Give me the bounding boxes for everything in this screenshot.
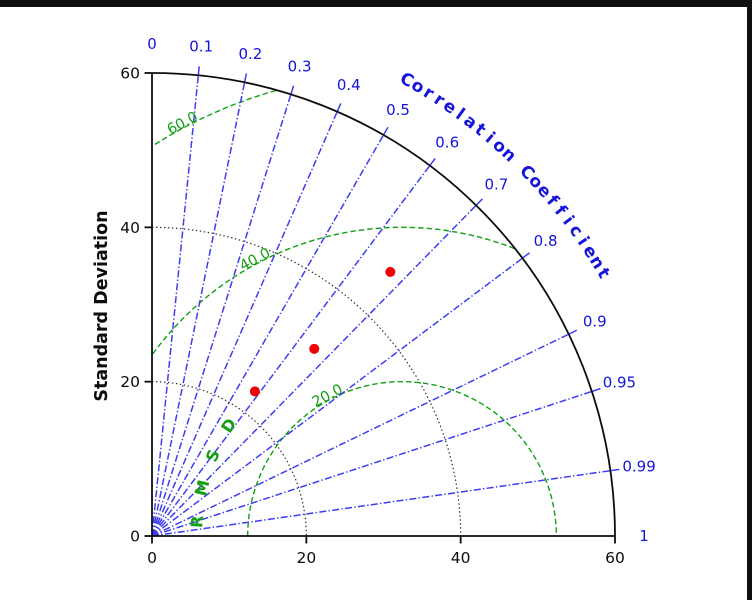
corr-tick-label-0.3: 0.3	[288, 58, 312, 76]
rmsd-arc-20	[246, 380, 558, 536]
corr-tick-label-0.5: 0.5	[386, 101, 410, 119]
window-border-top	[0, 0, 752, 7]
corr-ray-0.9	[151, 333, 570, 537]
corr-ray-0.8	[151, 257, 523, 537]
corr-tick-label-0.6: 0.6	[435, 133, 459, 151]
corr-tick-label-0.9: 0.9	[583, 313, 607, 331]
corr-outer-tick-0.9	[568, 329, 578, 335]
corr-tick-label-1: 1	[639, 527, 649, 545]
rmsd-axis-title-char: R	[187, 515, 207, 529]
rmsd-arc-60	[152, 73, 615, 536]
x-tick-label-40: 40	[451, 549, 471, 567]
corr-outer-tick-0.95	[591, 387, 601, 393]
corr-ray-0.7	[151, 204, 477, 537]
corr-outer-tick-0.1	[197, 66, 200, 76]
rmsd-axis-title-char: M	[191, 478, 213, 498]
y-tick-label-40: 40	[120, 219, 140, 237]
y-tick-label-0: 0	[130, 528, 140, 546]
x-tick-label-60: 60	[605, 549, 625, 567]
corr-tick-label-0.99: 0.99	[622, 458, 655, 476]
corr-tick-label-0.8: 0.8	[534, 232, 558, 250]
corr-ray-0.6	[151, 165, 431, 537]
corr-outer-tick-0.8	[521, 252, 531, 259]
corr-outer-tick-0.2	[243, 73, 248, 83]
rmsd-axis-title-char: S	[202, 447, 224, 465]
corr-ray-0.5	[151, 134, 385, 537]
corr-ray-0.3	[151, 94, 292, 537]
corr-ray-0.2	[151, 82, 246, 537]
rmsd-arc-40	[152, 226, 615, 536]
corr-outer-tick-0.6	[429, 157, 436, 167]
corr-outer-tick-0.5	[382, 126, 389, 136]
data-point-0	[249, 386, 260, 397]
corr-outer-tick-0.4	[336, 103, 342, 112]
window-border-right	[747, 0, 752, 600]
x-tick-label-20: 20	[296, 549, 316, 567]
corr-outer-tick-0.99	[610, 468, 620, 472]
corr-ray-0.4	[151, 111, 338, 537]
corr-ray-0.1	[151, 75, 200, 537]
corr-ray-0.99	[151, 469, 611, 537]
std-axis-title: Standard Deviation	[92, 210, 112, 401]
x-tick-label-0: 0	[147, 549, 157, 567]
y-tick-label-20: 20	[120, 373, 140, 391]
corr-tick-label-0.1: 0.1	[189, 37, 213, 55]
corr-tick-label-0.7: 0.7	[484, 176, 508, 194]
rmsd-contour-label-60.0: 60.0	[165, 109, 201, 138]
std-arc-20	[151, 381, 307, 537]
y-tick-label-60: 60	[120, 65, 140, 83]
data-point-2	[385, 266, 396, 277]
corr-tick-label-0.2: 0.2	[238, 45, 262, 63]
outer-arc	[151, 72, 616, 537]
corr-tick-label-0.4: 0.4	[337, 76, 361, 94]
data-point-1	[309, 343, 320, 354]
std-arc-40	[151, 226, 462, 537]
rmsd-contour-label-20.0: 20.0	[310, 382, 346, 411]
corr-outer-tick-0.3	[290, 85, 295, 95]
corr-tick-label-0: 0	[147, 35, 157, 53]
corr-ray-0.95	[151, 390, 593, 537]
corr-tick-label-0.95: 0.95	[603, 373, 636, 391]
corr-outer-tick-0.7	[475, 198, 483, 206]
